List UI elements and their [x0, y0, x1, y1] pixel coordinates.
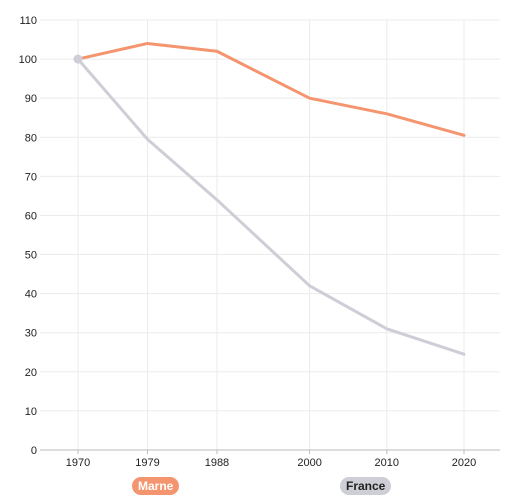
x-axis-ticks: 1970 1979 1988 2000 2010 2020 — [66, 450, 476, 469]
y-tick-label: 100 — [19, 54, 37, 66]
y-tick-label: 60 — [25, 210, 37, 222]
x-tick-label: 2010 — [375, 457, 399, 469]
start-point-marker — [73, 54, 83, 64]
series-lines — [73, 41, 466, 356]
legend-marne: Marne — [132, 477, 180, 495]
x-tick-label: 1988 — [205, 457, 229, 469]
y-tick-label: 40 — [25, 289, 37, 301]
x-tick-label: 2000 — [297, 457, 321, 469]
grid-lines — [40, 19, 500, 450]
x-tick-label: 1979 — [135, 457, 159, 469]
series-line-france — [76, 57, 466, 356]
y-axis-ticks: 0 10 20 30 40 50 60 70 80 90 100 110 — [19, 15, 37, 457]
series-line-marne — [76, 41, 466, 137]
y-tick-label: 0 — [31, 445, 37, 457]
x-tick-label: 2020 — [452, 457, 476, 469]
legend-france: France — [340, 477, 392, 495]
y-tick-label: 110 — [19, 15, 37, 27]
y-tick-label: 10 — [25, 406, 37, 418]
y-tick-label: 30 — [25, 328, 37, 340]
y-tick-label: 50 — [25, 250, 37, 262]
y-tick-label: 80 — [25, 132, 37, 144]
y-tick-label: 70 — [25, 171, 37, 183]
y-tick-label: 90 — [25, 93, 37, 105]
x-tick-label: 1970 — [66, 457, 90, 469]
y-tick-label: 20 — [25, 367, 37, 379]
